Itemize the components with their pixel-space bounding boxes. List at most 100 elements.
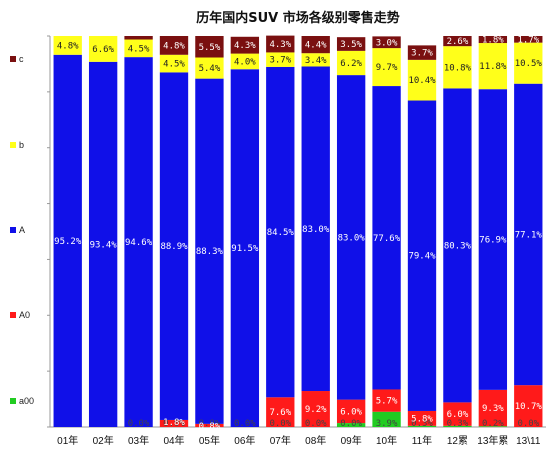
data-label-c: 1.8% — [482, 36, 504, 46]
bar-a00 — [478, 426, 508, 427]
data-label-c: 3.7% — [411, 49, 433, 59]
bar-c — [336, 37, 366, 51]
bar-b — [407, 59, 437, 101]
data-label-a0: 1.8% — [163, 418, 185, 428]
bar-b — [159, 54, 189, 73]
data-label-a00: 0.3% — [447, 419, 469, 429]
data-label-a0: 9.2% — [305, 405, 327, 415]
bar-a0 — [301, 391, 330, 427]
bar-a0 — [266, 397, 295, 427]
bar-c — [124, 36, 153, 40]
data-label-c: 4.3% — [234, 41, 256, 51]
data-label-b: 4.8% — [57, 41, 79, 51]
x-tick-label: 07年 — [270, 434, 291, 447]
legend-label-a00: a00 — [19, 396, 34, 406]
bar-c — [266, 35, 295, 53]
data-label-a0: 0.8% — [199, 422, 221, 432]
data-label-a0: 7.6% — [269, 408, 291, 418]
bars — [53, 35, 543, 428]
data-label-b: 5.4% — [199, 64, 221, 74]
data-label-a: 91.5% — [231, 244, 259, 254]
bar-a — [336, 75, 366, 400]
legend-swatch-c — [10, 56, 16, 62]
legend-label-a0: A0 — [19, 310, 30, 320]
bar-a — [372, 86, 401, 390]
data-label-a: 77.1% — [515, 230, 543, 240]
bar-c — [195, 36, 224, 58]
x-tick-label: 05年 — [199, 434, 220, 447]
bar-b — [478, 43, 508, 90]
data-label-a: 88.9% — [160, 242, 188, 252]
bar-b — [443, 46, 472, 89]
x-tick-label: 13\11 — [516, 436, 541, 447]
bar-c — [159, 36, 189, 55]
bar-a00 — [336, 423, 366, 427]
data-label-a: 80.3% — [444, 241, 472, 251]
bar-a0 — [407, 410, 437, 426]
x-tick-label: 04年 — [163, 434, 184, 447]
bar-c — [372, 36, 401, 49]
bar-a — [230, 69, 260, 428]
legend: c b A A0 a00 — [10, 54, 34, 406]
data-label-b: 6.2% — [340, 59, 362, 69]
data-label-a: 83.0% — [302, 225, 330, 235]
data-label-c: 3.5% — [340, 40, 362, 50]
x-tick-labels: 01年 02年 03年 04年 05年 06年 07年 08年 09年 10年 11年 12累 13年累… — [57, 434, 541, 447]
bar-c — [301, 36, 330, 54]
data-label-b: 4.5% — [163, 60, 185, 70]
data-label-a00: 0.0% — [234, 419, 256, 429]
data-label-b: 10.5% — [515, 59, 543, 69]
bar-a — [514, 83, 543, 386]
data-label-a0: 9.3% — [482, 404, 504, 414]
data-labels: 95.2%4.8%93.4%6.6%0.0%94.6%4.5%0.0%1.8%8… — [54, 35, 542, 432]
chart-title: 历年国内SUV 市场各级别零售走势 — [196, 10, 400, 26]
bar-b — [336, 50, 366, 76]
data-label-a0: 6.0% — [447, 410, 469, 420]
data-label-b: 9.7% — [376, 63, 398, 73]
data-label-a00: 0.0% — [340, 419, 362, 429]
x-tick-label: 01年 — [57, 434, 78, 447]
data-label-a00: 3.9% — [376, 419, 398, 429]
data-label-b: 4.0% — [234, 57, 256, 67]
data-label-c: 1.7% — [517, 35, 539, 45]
bar-a — [266, 66, 295, 398]
bar-a0 — [478, 389, 508, 427]
bar-b — [195, 57, 224, 79]
legend-swatch-b — [10, 142, 16, 148]
data-label-a: 77.6% — [373, 234, 401, 244]
data-label-a00: 0.2% — [482, 419, 504, 429]
legend-swatch-a — [10, 227, 16, 233]
bar-b — [372, 48, 401, 87]
data-label-a: 76.9% — [479, 236, 507, 246]
data-label-c: 5.5% — [199, 43, 221, 53]
data-label-b: 3.7% — [269, 56, 291, 66]
data-label-a0: 5.7% — [376, 397, 398, 407]
data-label-a0: 10.7% — [515, 402, 543, 412]
data-label-a: 94.6% — [125, 238, 153, 248]
bar-a00 — [443, 425, 472, 427]
bar-a0 — [336, 399, 366, 424]
data-label-b: 4.5% — [128, 44, 150, 54]
data-label-a0: 5.8% — [411, 414, 433, 424]
x-tick-label: 11年 — [412, 434, 432, 447]
data-label-c: 2.6% — [447, 37, 469, 47]
bar-a — [124, 57, 153, 427]
bar-a — [195, 78, 224, 424]
data-label-a00: 0.0% — [517, 419, 539, 429]
data-label-a: 83.0% — [338, 233, 366, 243]
bar-c — [514, 36, 543, 43]
bar-b — [301, 53, 330, 67]
bar-a — [53, 54, 82, 427]
bar-a0 — [195, 423, 224, 427]
data-label-c: 4.4% — [305, 41, 327, 51]
bar-a0 — [159, 419, 189, 427]
data-label-a: 93.4% — [90, 240, 118, 250]
data-label-a00: 0.0% — [163, 419, 185, 429]
bar-a — [443, 88, 472, 403]
data-label-b: 10.4% — [408, 76, 436, 86]
bar-a0 — [514, 385, 543, 427]
x-tick-label: 02年 — [93, 434, 114, 447]
bar-a0 — [443, 402, 472, 426]
x-tick-label: 06年 — [234, 434, 255, 447]
x-tick-label: 12累 — [447, 435, 468, 447]
